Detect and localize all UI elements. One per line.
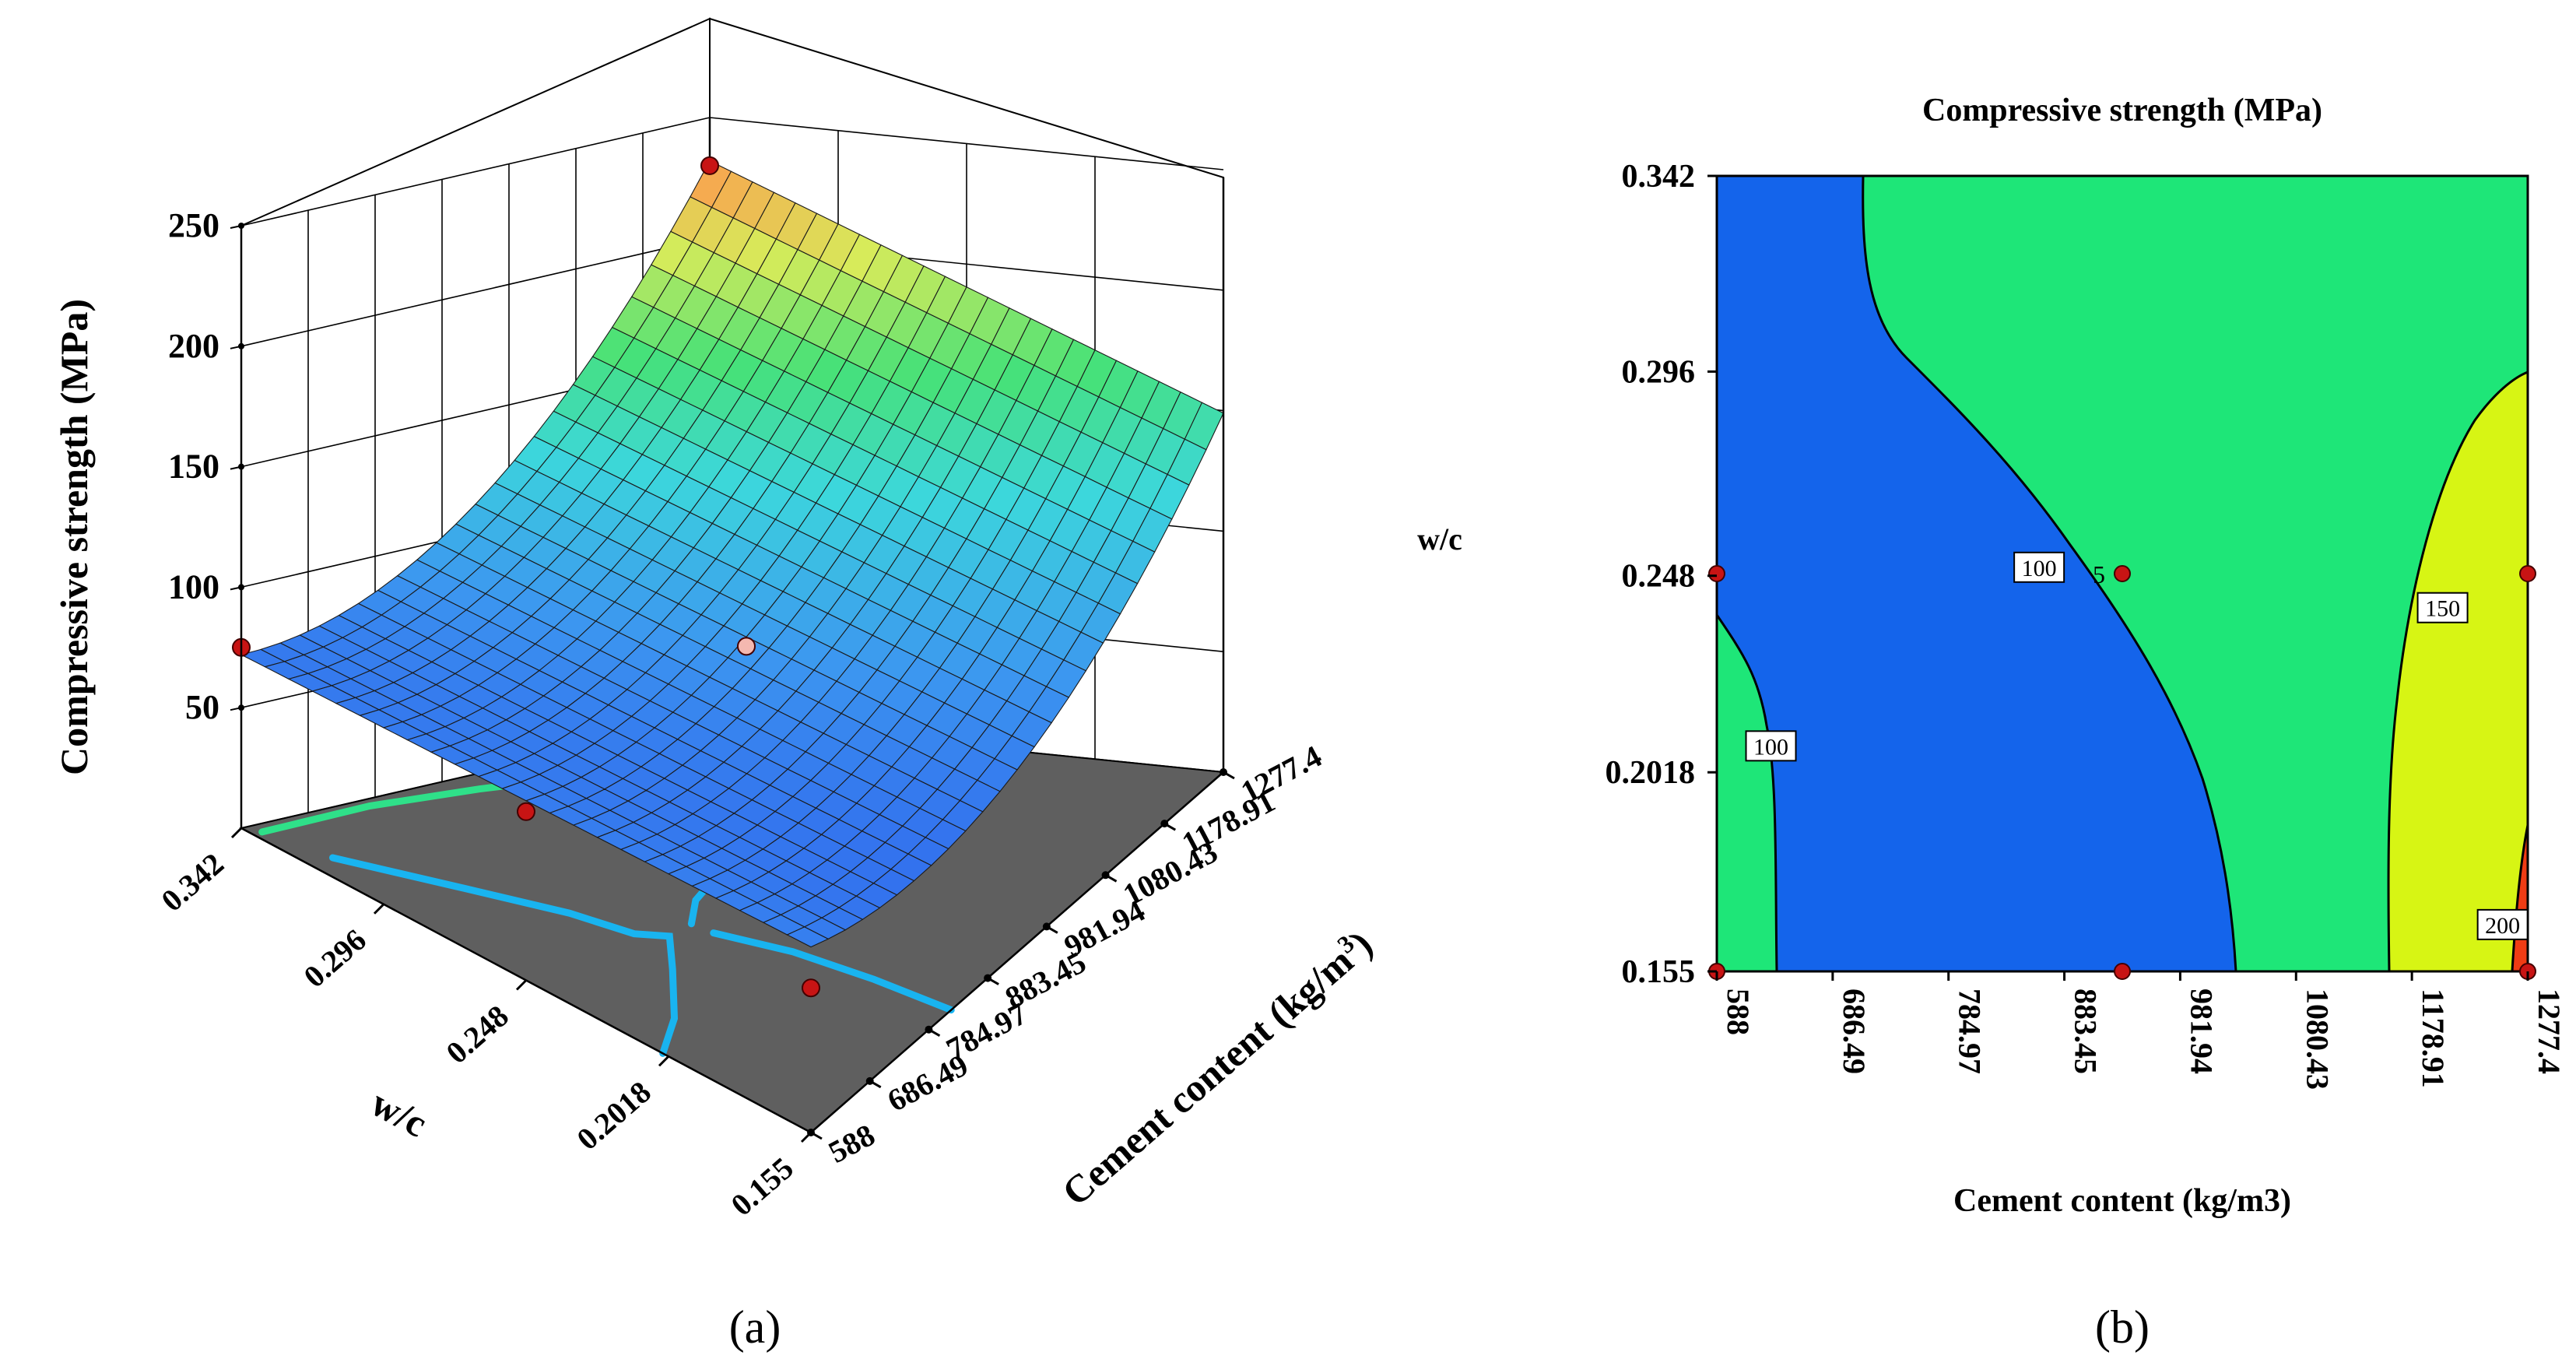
- contour-x-tick-label: 588: [1721, 989, 1756, 1035]
- z-tick-dot: [238, 463, 244, 470]
- contour-label-box: [2476, 908, 2529, 940]
- contour-design-point: [2114, 963, 2131, 980]
- contour-label-text: 200: [2485, 913, 2520, 939]
- contour-x-tick-label: 686.49: [1837, 989, 1872, 1074]
- contour-x-tick-label: 883.45: [2069, 989, 2104, 1074]
- floor-contour-100: [710, 929, 955, 1014]
- cement-axis-label: Cement content (kg/m3): [1053, 921, 1381, 1214]
- contour-design-point: [1708, 565, 1725, 582]
- z-tick-dot: [238, 342, 244, 349]
- z-axis-label: Compressive strength (MPa): [52, 299, 96, 775]
- contour-labels: 100 100 150 200 5: [1745, 551, 2529, 940]
- wc-tick-label: 0.296: [297, 922, 372, 995]
- z-tick-dot: [238, 704, 244, 711]
- z-tick-label: 200: [168, 327, 219, 365]
- surface-design-point: [802, 978, 820, 998]
- z-tick-label: 50: [185, 688, 219, 726]
- contour-y-tick-label: 0.2018: [1606, 755, 1696, 791]
- contour-label-box: [2013, 551, 2065, 583]
- cement-tick-mark: [1223, 771, 1235, 780]
- contour-design-point: [2114, 565, 2131, 582]
- caption-b: (b): [2095, 1301, 2150, 1353]
- panel-b-contour-plot: Compressive strength (MPa) 100 100 150 200 5…: [1606, 93, 2567, 1353]
- contour-y-tick-label: 0.155: [1622, 954, 1696, 990]
- wc-tick-mark: [230, 827, 243, 839]
- contour-label-text: 150: [2425, 596, 2460, 622]
- contour-label-box: [2416, 592, 2469, 623]
- wc-tick-label: 0.342: [154, 846, 230, 918]
- floating-wc-label: w/c: [1417, 521, 1462, 557]
- cement-tick-label: 588: [823, 1117, 880, 1170]
- panel-a-surface-plot: 50 100 150 200 250 0.342 0.296 0.248 0.2018 0.155…: [52, 17, 1462, 1353]
- wc-tick-label: 0.155: [724, 1150, 799, 1223]
- surface-cell: [786, 926, 830, 948]
- wc-tick-mark: [658, 1055, 670, 1067]
- cement-axis-label-main: Cement content (kg/m: [1054, 939, 1361, 1214]
- contour-y-tick-label: 0.342: [1622, 159, 1696, 195]
- surface-design-point: [700, 156, 719, 175]
- cement-tick-mark: [1104, 873, 1118, 883]
- contour-design-point: [2519, 565, 2536, 582]
- wc-tick-label: 0.248: [439, 998, 514, 1070]
- cement-tick-mark: [928, 1028, 941, 1038]
- region-150-200: [2387, 370, 2528, 971]
- contour-x-tick-label: 1277.4: [2532, 989, 2567, 1074]
- wc-tick-label: 0.2018: [570, 1074, 658, 1157]
- cement-tick-mark: [1163, 822, 1177, 831]
- contour-x-tick-label: 1178.91: [2416, 989, 2451, 1088]
- floor-contour-100: [329, 854, 679, 1057]
- wc-axis-label: w/c: [364, 1080, 434, 1145]
- cement-tick-mark: [869, 1080, 882, 1089]
- contour-x-tick-label: 981.94: [2184, 989, 2219, 1074]
- center-point-label: 5: [2093, 560, 2105, 588]
- surface-design-point: [517, 802, 535, 821]
- cement-tick-label: 1277.4: [1235, 739, 1327, 809]
- response-surface: [240, 160, 1224, 948]
- wall-gridline-z: [240, 117, 711, 226]
- z-tick-dot: [238, 584, 244, 591]
- panel-b-ticks: 0.342 0.296 0.248 0.2018 0.155 588 686.49 784.9…: [1606, 159, 2567, 1090]
- cement-tick-mark: [1046, 925, 1058, 934]
- contour-title: Compressive strength (MPa): [1922, 93, 2322, 128]
- contour-label-text: 100: [1753, 734, 1788, 760]
- z-tick-label: 250: [168, 206, 219, 244]
- z-tick-label: 100: [168, 567, 219, 606]
- contour-y-tick-label: 0.248: [1622, 559, 1696, 595]
- wc-tick-mark: [373, 903, 385, 915]
- z-tick-dot: [238, 223, 244, 229]
- contour-label-text: 100: [2022, 556, 2057, 581]
- contour-x-tick-label: 784.97: [1953, 989, 1988, 1074]
- wall-gridline-z: [240, 237, 711, 347]
- caption-a: (a): [729, 1301, 781, 1353]
- surface-design-point: [737, 637, 756, 656]
- cement-tick-mark: [810, 1131, 823, 1140]
- contour-y-tick-label: 0.296: [1622, 354, 1696, 390]
- region-below-100: [1717, 176, 2237, 971]
- contour-x-label: Cement content (kg/m3): [1953, 1183, 2291, 1219]
- cement-tick-mark: [987, 977, 999, 985]
- wc-tick-mark: [515, 979, 528, 991]
- z-tick-label: 150: [168, 448, 219, 486]
- contour-label-box: [1745, 730, 1797, 762]
- contour-x-tick-label: 1080.43: [2300, 989, 2335, 1090]
